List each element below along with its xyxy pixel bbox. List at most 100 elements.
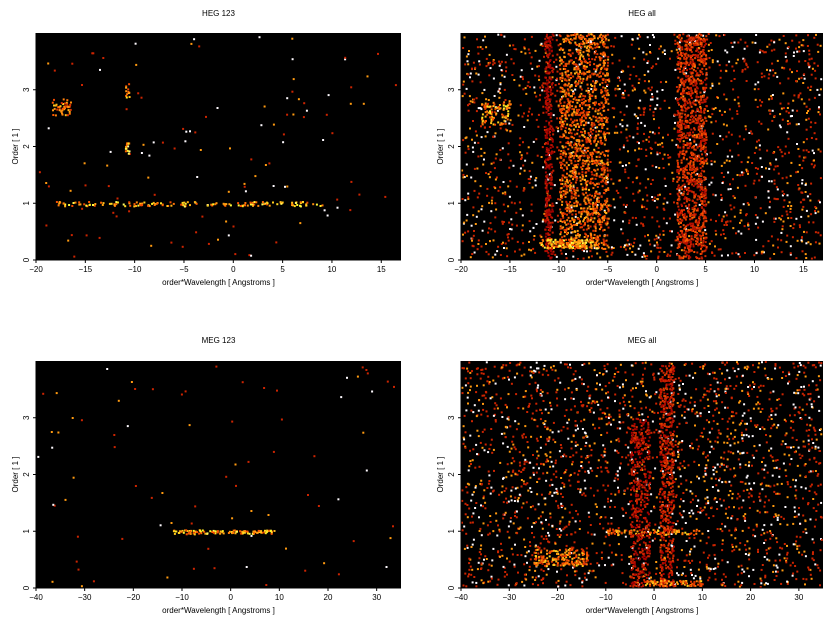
heatmap-cell [553,150,556,153]
heatmap-cell [681,205,683,207]
heatmap-cell [598,196,600,199]
heatmap-cell [700,241,703,244]
heatmap-cell [591,239,594,242]
heatmap-cell [581,226,583,229]
heatmap-cell [657,255,660,258]
heatmap-cell [261,201,264,204]
heatmap-cell [586,216,589,219]
heatmap-cell [577,65,580,68]
heatmap-cell [810,137,813,139]
heatmap-cell [467,73,470,76]
heatmap-cell [810,213,813,216]
heatmap-cell [602,166,605,169]
heatmap-cell [736,186,739,189]
heatmap-cell [670,50,673,53]
heatmap-cell [680,188,683,191]
heatmap-cell [604,87,607,90]
heatmap-cell [684,113,687,116]
heatmap-cell [607,217,610,220]
heatmap-cell [561,121,564,123]
heatmap-cell [153,193,156,196]
heatmap-cell [638,78,641,81]
heatmap-cell [473,167,476,170]
heatmap-cell [573,205,576,208]
heatmap-cell [707,201,710,204]
heatmap-cell [576,177,579,180]
heatmap-cell [599,207,602,209]
heatmap-cell [569,53,572,56]
heatmap-cell [700,206,703,209]
heatmap-cell [574,106,577,109]
heatmap-cell [690,56,692,59]
heatmap-cell [181,245,184,248]
heatmap-cell [682,143,685,146]
heatmap-cell [725,124,728,127]
heatmap-cell [585,151,588,154]
heatmap-cell [638,47,641,50]
heatmap-cell [254,175,257,178]
heatmap-cell [773,220,776,223]
heatmap-cell [587,113,590,116]
heatmap-cell [559,161,561,164]
heatmap-cell [499,83,502,86]
heatmap-cell [700,187,703,190]
heatmap-cell [679,134,682,136]
heatmap-cell [754,83,757,86]
heatmap-cell [547,66,550,68]
heatmap-cell [676,202,679,204]
heatmap-cell [691,63,693,66]
heatmap-cell [696,168,699,171]
heatmap-cell [701,136,704,139]
heatmap-cell [642,223,644,226]
heatmap-cell [677,101,680,104]
heatmap-cell [599,63,602,66]
heatmap-cell [704,38,707,41]
heatmap-cell [553,184,556,187]
heatmap-cell [568,104,571,107]
heatmap-cell [686,119,689,122]
heatmap-cell [569,155,572,157]
heatmap-cell [597,147,600,149]
heatmap-cell [584,59,587,62]
heatmap-cell [685,176,688,179]
heatmap-cell [541,220,544,223]
heatmap-cell [666,253,669,256]
heatmap-cell [582,77,585,80]
heatmap-cell [623,244,626,247]
heatmap-cell [686,137,689,140]
heatmap-cell [736,110,739,113]
heatmap-cell [610,253,613,256]
heatmap-cell [683,56,686,59]
heatmap-cell [582,127,585,130]
heatmap-cell [549,131,551,133]
heatmap-cell [683,153,686,155]
heatmap-cell [677,165,680,168]
heatmap-cell [594,110,597,113]
heatmap-cell [607,108,610,111]
heatmap-cell [228,203,231,206]
heatmap-cell [739,209,742,212]
heatmap-cell [773,217,776,220]
heatmap-cell [689,179,692,182]
heatmap-cell [690,46,693,49]
heatmap-cell [703,250,706,253]
heatmap-cell [564,63,567,66]
heatmap-cell [512,62,515,65]
heatmap-cell [687,42,690,45]
heatmap-cell [528,107,531,110]
heatmap-cell [575,189,578,192]
heatmap-cell [696,182,699,185]
heatmap-cell [588,61,591,64]
heatmap-cell [597,37,599,40]
heatmap-cell [549,146,552,149]
heatmap-cell [729,204,732,207]
heatmap-cell [770,49,773,52]
heatmap-cell [561,109,563,112]
heatmap-cell [563,90,565,93]
heatmap-cell [463,92,466,95]
heatmap-cell [472,214,475,217]
heatmap-cell [546,136,549,139]
heatmap-cell [676,98,679,101]
heatmap-cell [551,66,554,69]
heatmap-cell [698,242,701,245]
